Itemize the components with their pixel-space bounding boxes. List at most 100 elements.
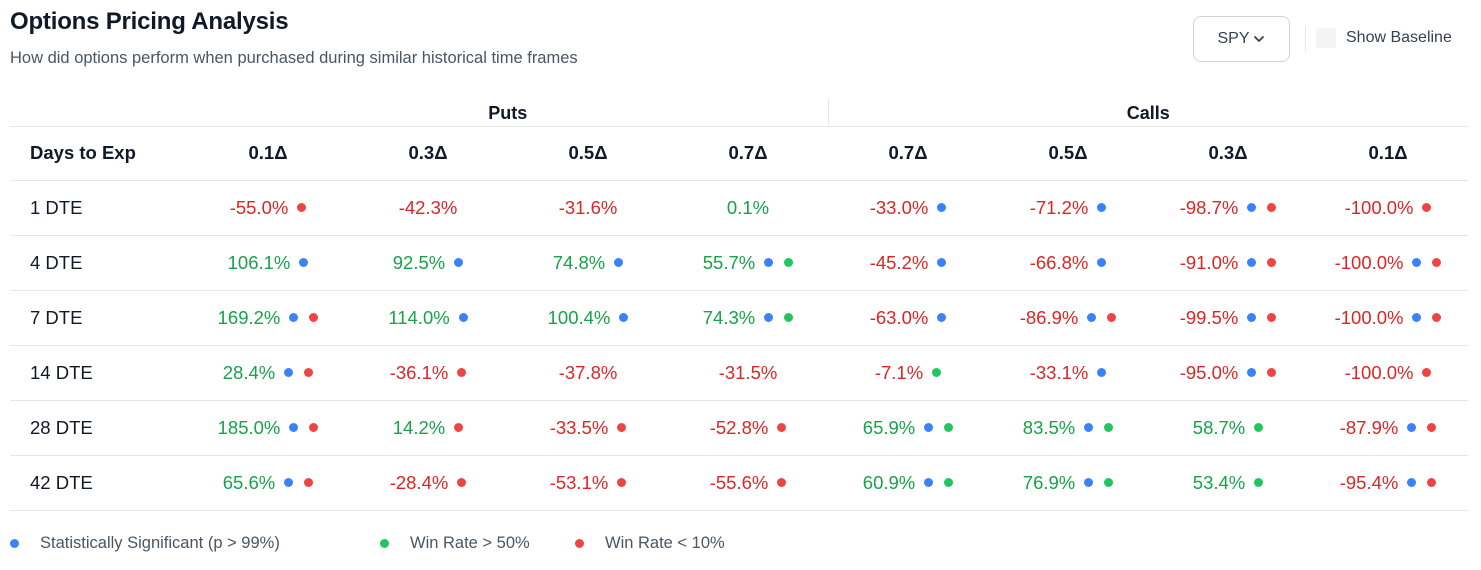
significance-dot-icon (1412, 257, 1422, 267)
win-rate-high-dot-icon (784, 312, 794, 322)
row-label-dte: 42 DTE (10, 455, 188, 511)
show-baseline-toggle[interactable]: Show Baseline (1316, 28, 1452, 48)
return-value: -99.5% (1179, 306, 1239, 328)
legend: Statistically Significant (p > 99%) Win R… (10, 534, 725, 553)
return-value: -52.8% (709, 416, 769, 438)
win-rate-low-dot-icon (304, 367, 314, 377)
significance-dot-icon (284, 477, 294, 487)
row-label-dte: 7 DTE (10, 290, 188, 346)
return-value: -45.2% (869, 251, 929, 273)
significance-dot-icon (937, 312, 947, 322)
return-value: -36.1% (389, 361, 449, 383)
return-value: -33.5% (549, 416, 609, 438)
return-cell: -36.1% (348, 345, 508, 401)
return-cell: -52.8% (668, 400, 829, 456)
legend-label: Win Rate < 10% (605, 534, 725, 552)
return-value: 60.9% (862, 471, 916, 493)
row-label-dte: 28 DTE (10, 400, 188, 456)
return-cell: -37.8% (508, 345, 668, 401)
win-rate-low-dot-icon (777, 477, 787, 487)
return-cell: -55.6% (668, 455, 829, 511)
group-header-row: Puts Calls (10, 98, 1469, 127)
significance-dot-icon (924, 422, 934, 432)
return-cell: 65.9% (828, 400, 989, 456)
win-rate-high-dot-icon (1254, 422, 1264, 432)
return-cell: 169.2% (188, 290, 348, 346)
return-cell: -95.4% (1308, 455, 1469, 511)
return-value: -31.6% (558, 196, 618, 218)
significance-dot-icon (1407, 422, 1417, 432)
return-value: -7.1% (874, 361, 924, 383)
significance-dot-icon (1247, 367, 1257, 377)
row-label-dte: 4 DTE (10, 235, 188, 291)
chevron-down-icon (1253, 36, 1264, 42)
legend-label: Win Rate > 50% (410, 534, 530, 552)
return-cell: -53.1% (508, 455, 668, 511)
significance-dot-icon (937, 202, 947, 212)
return-cell: -45.2% (828, 235, 989, 291)
win-rate-low-dot-icon (454, 422, 464, 432)
return-cell: -33.1% (988, 345, 1149, 401)
win-rate-low-dot-icon (1267, 367, 1277, 377)
return-value: -55.6% (709, 471, 769, 493)
significance-dot-icon (1097, 257, 1107, 267)
legend-red-dot-icon (575, 539, 584, 548)
win-rate-high-dot-icon (784, 257, 794, 267)
significance-dot-icon (1084, 422, 1094, 432)
return-cell: 0.1% (668, 180, 829, 236)
return-cell: -33.0% (828, 180, 989, 236)
show-baseline-checkbox[interactable] (1316, 28, 1336, 48)
table-row: 42 DTE 65.6% -28.4% -53.1% -55.6% 60.9% 76.9% 5… (10, 455, 1469, 511)
return-value: -55.0% (229, 196, 289, 218)
return-value: -100.0% (1334, 306, 1404, 328)
return-value: -31.5% (718, 361, 778, 383)
return-value: 55.7% (702, 251, 756, 273)
return-cell: 55.7% (668, 235, 829, 291)
return-cell: 65.6% (188, 455, 348, 511)
significance-dot-icon (458, 312, 468, 322)
return-value: 53.4% (1192, 471, 1246, 493)
return-value: -98.7% (1179, 196, 1239, 218)
return-value: 58.7% (1192, 416, 1246, 438)
table-row: 4 DTE 106.1% 92.5% 74.8% 55.7% -45.2% -66.8% -9… (10, 235, 1469, 291)
return-value: -91.0% (1179, 251, 1239, 273)
win-rate-low-dot-icon (1427, 477, 1437, 487)
significance-dot-icon (289, 422, 299, 432)
legend-green-dot-icon (380, 539, 389, 548)
significance-dot-icon (299, 257, 309, 267)
win-rate-low-dot-icon (617, 477, 627, 487)
return-cell: -100.0% (1308, 290, 1469, 346)
win-rate-low-dot-icon (1267, 257, 1277, 267)
return-cell: 106.1% (188, 235, 348, 291)
return-value: 169.2% (217, 306, 281, 328)
return-value: 65.9% (862, 416, 916, 438)
table-row: 1 DTE -55.0% -42.3% -31.6% 0.1% -33.0% -71.2% -… (10, 180, 1469, 236)
return-cell: -87.9% (1308, 400, 1469, 456)
row-label-dte: 1 DTE (10, 180, 188, 236)
return-value: -33.1% (1029, 361, 1089, 383)
significance-dot-icon (454, 257, 464, 267)
return-cell: -7.1% (828, 345, 989, 401)
table-row: 14 DTE 28.4% -36.1% -37.8% -31.5% -7.1% -33.1%… (10, 345, 1469, 401)
win-rate-high-dot-icon (1104, 422, 1114, 432)
ticker-select[interactable]: SPY (1193, 16, 1290, 62)
legend-item: Statistically Significant (p > 99%) (10, 534, 380, 553)
return-cell: -98.7% (1148, 180, 1309, 236)
win-rate-low-dot-icon (1267, 312, 1277, 322)
return-value: -71.2% (1029, 196, 1089, 218)
toolbar-divider (1305, 26, 1306, 52)
return-value: -37.8% (558, 361, 618, 383)
return-cell: -31.6% (508, 180, 668, 236)
win-rate-low-dot-icon (1422, 202, 1432, 212)
win-rate-low-dot-icon (304, 477, 314, 487)
return-value: -100.0% (1344, 361, 1414, 383)
win-rate-low-dot-icon (1432, 312, 1442, 322)
return-value: -87.9% (1339, 416, 1399, 438)
return-value: 14.2% (392, 416, 446, 438)
significance-dot-icon (1247, 312, 1257, 322)
return-value: -63.0% (869, 306, 929, 328)
return-value: -53.1% (549, 471, 609, 493)
return-cell: 28.4% (188, 345, 348, 401)
legend-blue-dot-icon (10, 539, 19, 548)
return-value: 100.4% (547, 306, 611, 328)
